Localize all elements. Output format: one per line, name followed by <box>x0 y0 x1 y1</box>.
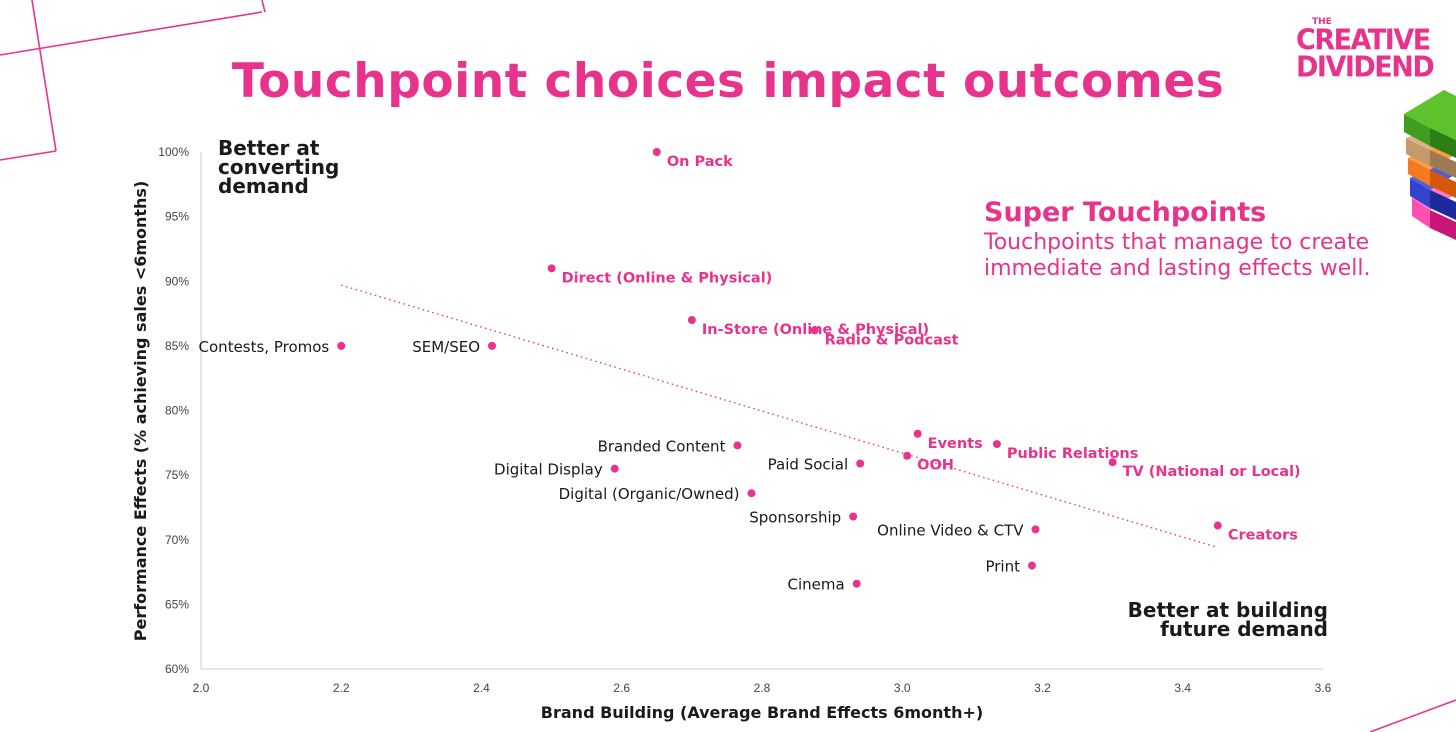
y-tick-label: 65% <box>165 597 189 611</box>
point-label: OOH <box>917 458 954 474</box>
y-axis-ticks: 60% 65% 70% 75% 80% 85% 90% 95% 100% <box>158 145 189 676</box>
x-tick-label: 3.2 <box>1034 681 1051 695</box>
x-tick-label: 3.6 <box>1315 681 1332 695</box>
data-point <box>856 459 865 468</box>
x-tick-label: 2.0 <box>193 681 210 695</box>
page-title: Touchpoint choices impact outcomes <box>231 54 1225 109</box>
y-tick-label: 85% <box>165 339 189 353</box>
point-label: Paid Social <box>768 455 849 473</box>
data-point <box>810 326 819 335</box>
data-point <box>747 489 756 498</box>
super-touchpoints-description: Touchpoints that manage to create immedi… <box>984 230 1371 281</box>
point-label: Digital (Organic/Owned) <box>559 485 740 503</box>
data-point <box>992 440 1001 449</box>
y-tick-label: 95% <box>165 210 189 224</box>
x-tick-label: 2.4 <box>473 681 490 695</box>
stacked-blocks-decoration <box>1404 90 1456 240</box>
data-point <box>610 464 619 473</box>
data-point <box>1108 458 1117 467</box>
logo-line-2: DIVIDEND <box>1296 51 1435 84</box>
point-label: Direct (Online & Physical) <box>562 270 773 286</box>
point-label: Cinema <box>787 576 844 594</box>
converting-demand-note: Better at converting demand <box>218 136 340 198</box>
x-tick-label: 2.6 <box>613 681 630 695</box>
x-axis-title: Brand Building (Average Brand Effects 6m… <box>541 703 983 722</box>
point-label: Print <box>985 558 1020 576</box>
data-point <box>1031 525 1040 534</box>
super-touchpoints-callout: Super Touchpoints Touchpoints that manag… <box>984 197 1404 282</box>
brand-logo: THE CREATIVE DIVIDEND <box>1296 17 1435 84</box>
data-point <box>488 341 497 350</box>
point-label: Radio & Podcast <box>825 332 959 348</box>
building-demand-note: Better at building future demand <box>1127 598 1328 641</box>
point-label: On Pack <box>667 154 733 170</box>
data-point <box>733 441 742 450</box>
logo-line-1: CREATIVE <box>1296 24 1431 57</box>
point-label: Online Video & CTV <box>877 521 1024 539</box>
x-tick-label: 3.0 <box>894 681 911 695</box>
x-axis-ticks: 2.0 2.2 2.4 2.6 2.8 3.0 3.2 3.4 3.6 <box>193 681 1332 695</box>
x-tick-label: 2.8 <box>754 681 771 695</box>
data-point <box>687 316 696 325</box>
data-point <box>652 148 661 156</box>
y-tick-label: 70% <box>165 533 189 547</box>
point-label: Branded Content <box>598 437 726 455</box>
data-point <box>1027 561 1036 570</box>
y-tick-label: 60% <box>165 662 189 676</box>
logo-small-text: THE <box>1312 17 1332 27</box>
x-tick-label: 2.2 <box>333 681 350 695</box>
point-label: Sponsorship <box>749 508 841 526</box>
point-label: Events <box>928 436 983 452</box>
y-tick-label: 100% <box>158 145 189 159</box>
data-point <box>852 579 861 588</box>
y-tick-label: 75% <box>165 468 189 482</box>
y-axis-title: Performance Effects (% achieving sales <… <box>131 181 150 642</box>
data-point <box>1213 521 1222 530</box>
point-label: Digital Display <box>494 461 603 479</box>
y-tick-label: 80% <box>165 404 189 418</box>
point-label: Creators <box>1228 528 1298 544</box>
x-tick-label: 3.4 <box>1174 681 1191 695</box>
point-label: SEM/SEO <box>412 338 480 356</box>
data-point <box>547 264 556 273</box>
super-touchpoints-heading: Super Touchpoints <box>984 197 1267 228</box>
point-label: Contests, Promos <box>199 338 330 356</box>
data-point <box>903 451 912 460</box>
y-tick-label: 90% <box>165 274 189 288</box>
data-point <box>849 512 858 521</box>
point-label: TV (National or Local) <box>1123 464 1301 480</box>
data-point <box>913 429 922 438</box>
data-point <box>337 341 346 350</box>
point-label: Public Relations <box>1007 446 1138 462</box>
